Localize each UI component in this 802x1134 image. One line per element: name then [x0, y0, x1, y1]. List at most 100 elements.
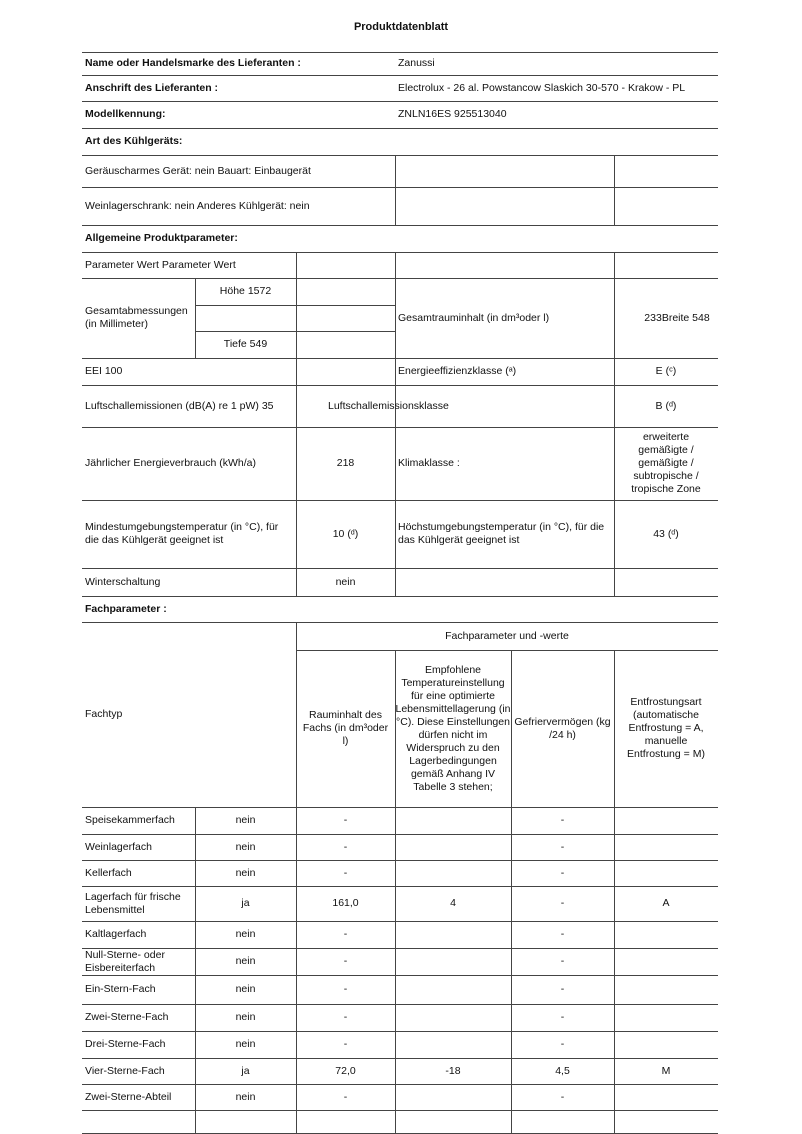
table-rule [82, 252, 718, 253]
dimensions-label: Gesamtabmessungen (in Millimeter) [85, 305, 188, 330]
model-value: ZNLN16ES 925513040 [398, 108, 507, 120]
annual-energy-label: Jährlicher Energieverbrauch (kWh/a) [85, 457, 256, 469]
compartment-type: Kellerfach [85, 866, 132, 879]
compartment-defrost [617, 860, 715, 886]
page-title: Produktdatenblatt [353, 21, 449, 33]
max-temp-value: 43 (ᵈ) [653, 527, 679, 540]
compartment-type: Lagerfach für frische Lebensmittel [85, 890, 181, 916]
noise-class-label: Luftschallemissionsklasse [328, 399, 449, 412]
table-rule [82, 948, 718, 949]
compartment-present: nein [235, 983, 256, 995]
table-rule [82, 921, 718, 922]
table-rule [296, 252, 297, 596]
col-type-header: Fachtyp [85, 708, 123, 720]
compartment-present: nein [235, 955, 256, 967]
type-heading: Art des Kühlgeräts: [85, 135, 183, 147]
compartment-defrost [617, 1084, 715, 1110]
table-rule [614, 155, 615, 225]
max-temp-label: Höchstumgebungstemperatur (in °C), für d… [398, 521, 605, 546]
address-label: Anschrift des Lieferanten : [85, 81, 219, 94]
table-rule [82, 1058, 718, 1059]
table-rule [195, 278, 196, 358]
table-rule [82, 187, 718, 188]
table-rule [511, 650, 512, 1134]
compartment-type: Weinlagerfach [85, 840, 152, 853]
compartment-freeze: - [560, 866, 565, 879]
model-label: Modellkennung: [85, 108, 166, 120]
table-rule [82, 155, 718, 156]
compartment-freeze: - [560, 840, 565, 853]
compartment-present: nein [235, 814, 256, 826]
table-rule [82, 1110, 718, 1111]
table-rule [82, 1084, 718, 1085]
compartment-temp [398, 834, 508, 860]
table-rule [82, 358, 718, 359]
compartment-defrost [617, 1004, 715, 1031]
table-rule [82, 1031, 718, 1032]
compartment-freeze: - [560, 1038, 565, 1050]
supplier-value: Zanussi [398, 57, 435, 69]
energy-class-value: E (ᶜ) [655, 365, 677, 377]
eei-value: EEI 100 [85, 365, 123, 377]
compartment-defrost [617, 834, 715, 860]
table-rule [195, 305, 395, 306]
table-rule [82, 886, 718, 887]
table-rule [82, 860, 718, 861]
type-row-1: Geräuscharmes Gerät: nein Bauart: Einbau… [85, 164, 311, 177]
col-freeze-header: Gefriervermögen (kg /24 h) [514, 715, 611, 741]
table-rule [82, 834, 718, 835]
compartment-type: Drei-Sterne-Fach [85, 1038, 166, 1050]
table-rule [82, 128, 718, 129]
climate-value: erweiterte gemäßigte / gemäßigte / subtr… [631, 431, 701, 495]
compartment-volume: 72,0 [335, 1064, 356, 1077]
compartment-freeze: - [560, 1011, 565, 1023]
table-rule [614, 252, 615, 596]
compartment-type: Zwei-Sterne-Abteil [85, 1090, 172, 1103]
col-defrost-header: Entfrostungsart (automatische Entfrostun… [627, 696, 705, 760]
compartment-temp [398, 948, 508, 975]
compartments-heading: Fachparameter : [85, 602, 167, 615]
compartment-present: nein [235, 840, 256, 853]
noise-class-value: B (ᵈ) [655, 399, 677, 412]
compartment-freeze: - [560, 814, 565, 826]
table-rule [82, 101, 718, 102]
compartment-type: Ein-Stern-Fach [85, 983, 156, 995]
table-rule [82, 427, 718, 428]
compartment-volume: - [343, 1011, 348, 1023]
compartment-type: Speisekammerfach [85, 814, 175, 826]
compartment-type: Vier-Sterne-Fach [85, 1064, 165, 1077]
compartment-temp [398, 921, 508, 948]
compartment-type: Zwei-Sterne-Fach [85, 1011, 169, 1023]
compartment-defrost [617, 921, 715, 948]
volume-label: Gesamtrauminhalt (in dm³oder l) [398, 311, 550, 324]
table-rule [82, 75, 718, 76]
table-rule [395, 650, 396, 1134]
general-heading: Allgemeine Produktparameter: [85, 232, 238, 244]
climate-label: Klimaklasse : [398, 457, 460, 469]
compartment-defrost [617, 1031, 715, 1058]
compartment-present: ja [241, 897, 250, 909]
type-row-2: Weinlagerschrank: nein Anderes Kühlgerät… [85, 199, 310, 212]
supplier-label: Name oder Handelsmarke des Lieferanten : [85, 57, 301, 69]
table-rule [296, 650, 718, 651]
table-rule [82, 278, 718, 279]
compartment-freeze: - [560, 928, 565, 940]
param-header: Parameter Wert Parameter Wert [85, 258, 236, 271]
table-rule [82, 500, 718, 501]
table-rule [82, 1004, 718, 1005]
min-temp-label: Mindestumgebungstemperatur (in °C), für … [85, 521, 279, 546]
compartment-temp: 4 [450, 897, 456, 909]
compartment-present: ja [241, 1064, 250, 1077]
compartment-present: nein [235, 1038, 256, 1050]
compartment-type: Null-Sterne- oder Eisbereiterfach [85, 948, 165, 974]
compartment-type: Kaltlagerfach [85, 928, 147, 940]
compartment-temp [398, 807, 508, 834]
table-rule [82, 385, 718, 386]
compartment-volume: 161,0 [332, 897, 359, 909]
compartment-freeze: 4,5 [555, 1064, 570, 1077]
compartment-freeze: - [560, 897, 565, 909]
table-rule [195, 807, 196, 1134]
annual-energy-value: 218 [336, 457, 355, 469]
table-rule [82, 622, 718, 623]
